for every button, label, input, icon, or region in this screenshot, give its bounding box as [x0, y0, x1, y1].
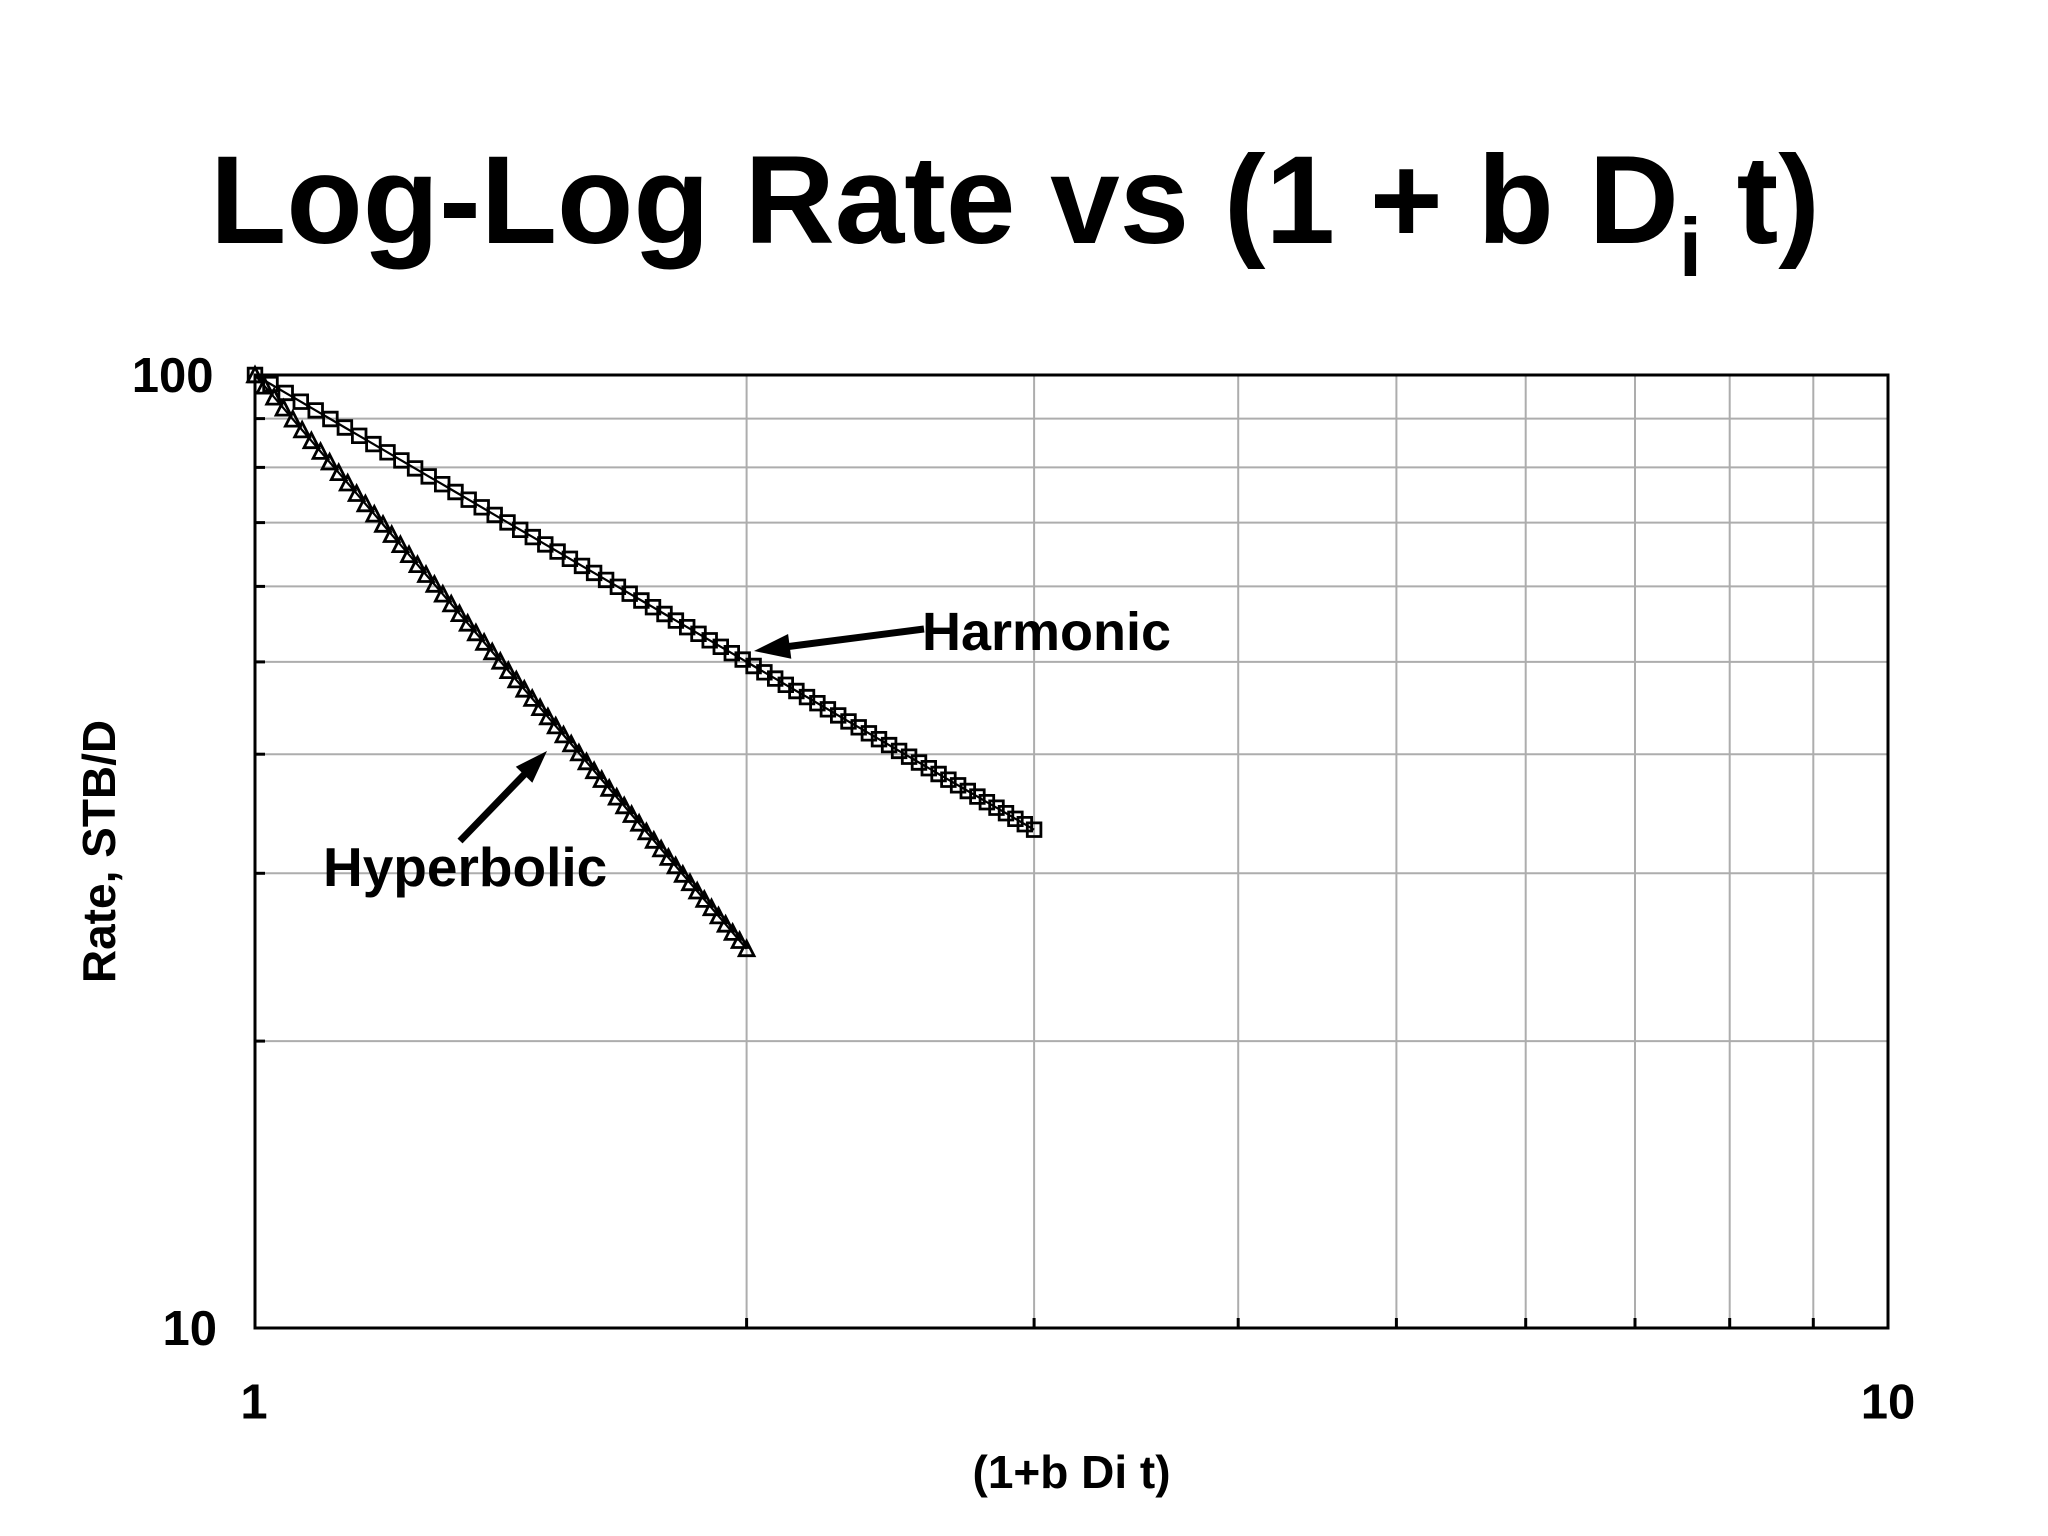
svg-text:1: 1 — [240, 1376, 267, 1430]
svg-text:(1+b Di t): (1+b Di t) — [973, 1446, 1171, 1498]
svg-text:10: 10 — [162, 1302, 217, 1356]
svg-text:Rate, STB/D: Rate, STB/D — [73, 720, 125, 983]
svg-text:Harmonic: Harmonic — [922, 602, 1171, 662]
svg-text:Log-Log Rate vs (1 + b Di t): Log-Log Rate vs (1 + b Di t) — [210, 131, 1820, 294]
svg-text:10: 10 — [1861, 1376, 1916, 1430]
svg-text:100: 100 — [132, 349, 214, 403]
svg-text:Hyperbolic: Hyperbolic — [323, 836, 607, 898]
